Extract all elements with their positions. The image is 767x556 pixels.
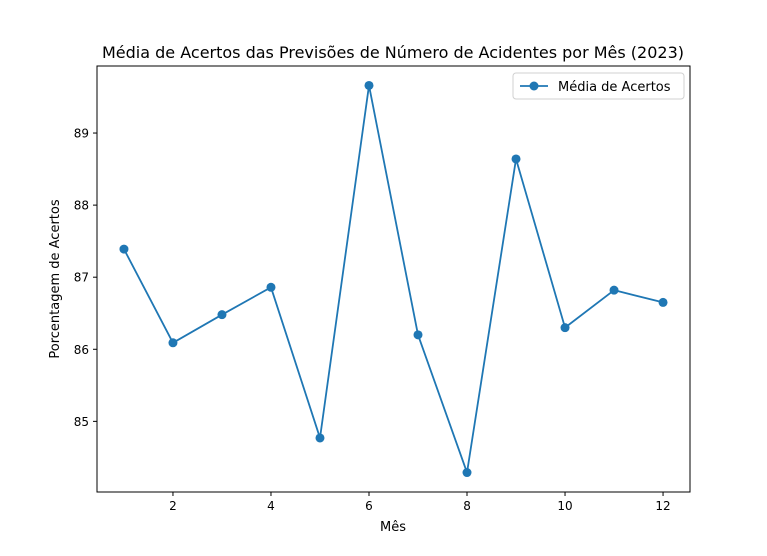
legend-box <box>512 72 685 100</box>
legend-marker-swatch <box>529 81 539 91</box>
y-tick-label: 89 <box>74 127 89 141</box>
data-point <box>364 80 374 90</box>
data-point <box>658 297 668 307</box>
data-point <box>413 330 423 340</box>
legend-label: Média de Acertos <box>558 80 671 95</box>
data-point <box>462 468 472 478</box>
plot-frame <box>96 65 691 493</box>
data-point <box>266 282 276 292</box>
y-tick-label: 86 <box>74 343 89 357</box>
y-tick-label: 87 <box>74 271 89 285</box>
data-point <box>168 338 178 348</box>
series-line <box>123 84 664 474</box>
x-tick-label: 12 <box>655 499 670 513</box>
data-point <box>217 310 227 320</box>
x-tick-label: 2 <box>169 499 177 513</box>
data-point <box>119 244 129 254</box>
x-axis-label: Mês <box>380 520 406 535</box>
data-point <box>609 285 619 295</box>
series-layer <box>119 80 668 478</box>
x-tick-label: 6 <box>365 499 373 513</box>
chart-title: Média de Acertos das Previsões de Número… <box>102 43 684 62</box>
x-tick-label: 8 <box>463 499 471 513</box>
x-tick-label: 4 <box>267 499 275 513</box>
y-tick-label: 88 <box>74 199 89 213</box>
y-tick-label: 85 <box>74 415 89 429</box>
data-point <box>315 433 325 443</box>
data-point <box>511 154 521 164</box>
y-axis-ticks: 85 86 87 88 89 <box>74 127 97 429</box>
y-axis-label: Porcentagem de Acertos <box>48 199 63 358</box>
x-tick-label: 10 <box>557 499 572 513</box>
data-point <box>560 323 570 333</box>
x-axis-ticks: 2 4 6 8 10 12 <box>169 492 671 513</box>
legend: Média de Acertos <box>512 72 685 100</box>
